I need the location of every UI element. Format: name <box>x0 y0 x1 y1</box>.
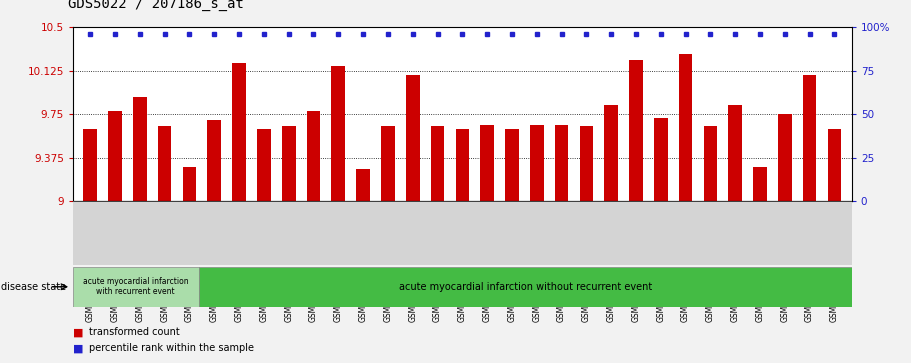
Bar <box>630 60 643 201</box>
Bar <box>108 111 122 201</box>
Bar <box>307 111 321 201</box>
Bar <box>679 54 692 201</box>
Bar <box>654 118 668 201</box>
Bar <box>778 114 792 201</box>
Bar <box>431 126 445 201</box>
Bar <box>73 267 199 307</box>
Bar <box>456 130 469 201</box>
Bar <box>827 130 841 201</box>
Bar <box>381 126 394 201</box>
Text: disease state: disease state <box>1 282 66 292</box>
Bar <box>133 97 147 201</box>
Bar <box>232 63 246 201</box>
Bar <box>480 125 494 201</box>
Bar <box>555 125 568 201</box>
Bar <box>182 167 196 201</box>
Bar <box>753 167 767 201</box>
Bar <box>257 130 271 201</box>
Bar <box>158 126 171 201</box>
Bar <box>199 267 852 307</box>
Bar <box>530 125 544 201</box>
Bar <box>84 130 97 201</box>
Bar <box>505 130 518 201</box>
Bar <box>281 126 295 201</box>
Text: acute myocardial infarction without recurrent event: acute myocardial infarction without recu… <box>398 282 651 292</box>
Text: ■: ■ <box>73 327 87 337</box>
Bar <box>729 105 742 201</box>
Text: percentile rank within the sample: percentile rank within the sample <box>89 343 254 354</box>
Bar <box>332 66 345 201</box>
Text: ■: ■ <box>73 343 87 354</box>
Bar <box>208 120 221 201</box>
Text: acute myocardial infarction
with recurrent event: acute myocardial infarction with recurre… <box>83 277 189 297</box>
Bar <box>579 126 593 201</box>
Text: transformed count: transformed count <box>89 327 180 337</box>
Bar <box>406 75 420 201</box>
Bar <box>803 75 816 201</box>
Bar <box>703 126 717 201</box>
Bar <box>356 169 370 201</box>
Text: GDS5022 / 207186_s_at: GDS5022 / 207186_s_at <box>68 0 244 11</box>
Bar <box>604 105 618 201</box>
